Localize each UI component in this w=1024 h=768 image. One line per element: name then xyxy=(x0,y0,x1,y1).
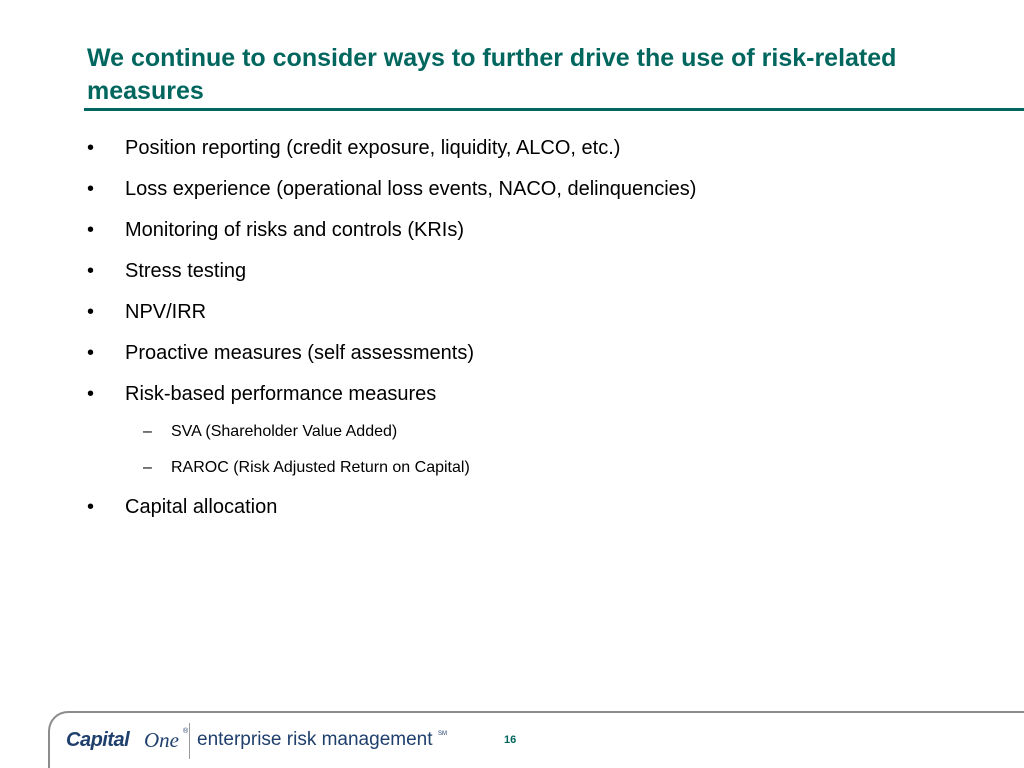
slide-title: We continue to consider ways to further … xyxy=(87,44,897,105)
bullet-text: NPV/IRR xyxy=(125,301,207,323)
title-underline xyxy=(84,108,1024,111)
bullet-text: Proactive measures (self assessments) xyxy=(125,342,475,364)
bullet-text: Position reporting (credit exposure, liq… xyxy=(125,137,621,159)
page-number: 16 xyxy=(504,734,517,746)
sub-bullet-marker: – xyxy=(143,423,152,440)
sub-bullet-item: – RAROC (Risk Adjusted Return on Capital… xyxy=(0,458,1000,478)
bullet-marker: • xyxy=(87,301,95,323)
bullet-marker: • xyxy=(87,137,95,159)
capital-one-logo-one: One xyxy=(144,728,179,752)
bullet-item: • Proactive measures (self assessments) xyxy=(0,341,1000,365)
bullet-marker: • xyxy=(87,219,95,241)
bullet-text: Risk-based performance measures xyxy=(125,383,437,405)
bullet-item: • NPV/IRR xyxy=(0,300,1000,324)
footer-tagline: enterprise risk management xyxy=(197,729,433,750)
capital-one-logo-capital: Capital xyxy=(66,729,130,751)
bullet-item: • Stress testing xyxy=(0,259,1000,283)
bullet-marker: • xyxy=(87,260,95,282)
bullet-item: • Position reporting (credit exposure, l… xyxy=(0,136,1000,160)
sub-bullet-item: – SVA (Shareholder Value Added) xyxy=(0,422,1000,442)
logo-divider xyxy=(189,723,190,759)
service-mark: SM xyxy=(438,731,447,737)
bullet-text: Capital allocation xyxy=(125,496,278,518)
sub-bullet-marker: – xyxy=(143,459,152,476)
bullet-text: Monitoring of risks and controls (KRIs) xyxy=(125,219,465,241)
bullet-item: • Risk-based performance measures xyxy=(0,382,1000,406)
bullet-text: Loss experience (operational loss events… xyxy=(125,178,697,200)
sub-bullet-text: SVA (Shareholder Value Added) xyxy=(171,423,398,440)
bullet-marker: • xyxy=(87,496,95,518)
sub-bullet-text: RAROC (Risk Adjusted Return on Capital) xyxy=(171,459,470,476)
registered-mark: ® xyxy=(183,728,189,735)
bullet-item: • Monitoring of risks and controls (KRIs… xyxy=(0,218,1000,242)
bullet-item: • Capital allocation xyxy=(0,495,1000,519)
footer-frame xyxy=(48,711,1024,768)
bullet-marker: • xyxy=(87,178,95,200)
bullet-marker: • xyxy=(87,383,95,405)
bullet-item: • Loss experience (operational loss even… xyxy=(0,177,1000,201)
bullet-text: Stress testing xyxy=(125,260,247,282)
footer-logo-panel xyxy=(58,717,444,768)
bullet-marker: • xyxy=(87,342,95,364)
